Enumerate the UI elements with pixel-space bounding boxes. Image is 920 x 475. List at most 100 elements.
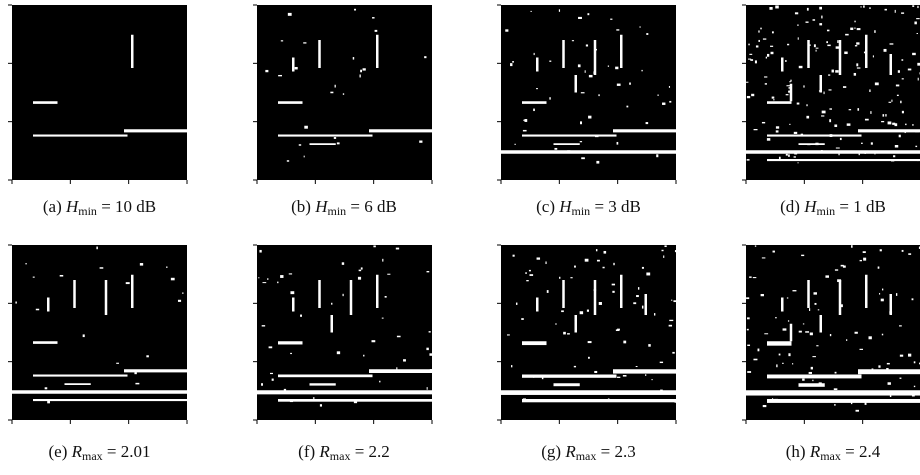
mark — [913, 385, 915, 388]
mark — [877, 266, 879, 269]
caption-symbol: R — [71, 442, 82, 461]
mark — [514, 143, 516, 145]
spectrogram — [8, 244, 188, 424]
mark — [766, 134, 861, 137]
mark — [892, 155, 895, 158]
mark — [299, 314, 302, 317]
mark — [766, 341, 791, 346]
mark — [898, 325, 902, 327]
mark — [789, 323, 792, 342]
mark — [772, 250, 775, 253]
mark — [907, 253, 911, 255]
mark — [883, 48, 887, 52]
mark — [862, 257, 866, 261]
mark — [818, 6, 822, 10]
mark — [271, 378, 274, 381]
mark — [574, 75, 577, 93]
mark — [759, 27, 762, 30]
mark — [635, 366, 638, 368]
mark — [766, 159, 920, 162]
mark — [837, 153, 840, 156]
mark — [896, 94, 899, 97]
mark — [616, 141, 619, 145]
mark — [368, 129, 432, 133]
mark — [372, 245, 376, 248]
mark — [815, 345, 819, 347]
mark — [916, 32, 918, 35]
panel: (d) Hmin = 1 dB — [726, 0, 920, 230]
mark — [840, 264, 844, 267]
mark — [880, 298, 884, 302]
image — [497, 4, 677, 184]
mark — [182, 292, 184, 294]
mark — [318, 60, 320, 63]
mark — [868, 336, 872, 340]
caption-label: (g) — [541, 442, 562, 461]
mark — [291, 297, 294, 312]
mark — [749, 59, 753, 61]
mark — [775, 364, 778, 368]
panel: (g) Rmax = 2.3 — [481, 240, 681, 470]
mark — [757, 30, 760, 33]
mark — [829, 333, 831, 337]
mark — [258, 249, 262, 253]
mark — [554, 147, 558, 150]
mark — [770, 51, 773, 55]
mark — [804, 331, 809, 333]
image — [741, 244, 920, 424]
mark — [501, 390, 676, 395]
image — [497, 244, 679, 424]
mark — [873, 30, 876, 33]
mark — [44, 387, 48, 390]
mark — [593, 289, 597, 291]
mark — [760, 293, 764, 297]
mark — [808, 371, 812, 374]
mark — [124, 369, 187, 373]
panel: (h) Rmax = 2.4 — [726, 240, 920, 470]
mark — [264, 69, 268, 73]
mark — [836, 279, 841, 283]
mark — [864, 274, 867, 308]
mark — [853, 20, 856, 23]
mark — [796, 24, 799, 26]
mark — [603, 250, 607, 254]
mark — [587, 341, 592, 344]
mark — [587, 13, 590, 16]
mark — [786, 43, 789, 46]
mark — [787, 353, 791, 357]
mark — [772, 99, 775, 101]
caption-subscript: max — [82, 449, 103, 463]
mark — [882, 114, 884, 117]
mark — [766, 53, 769, 57]
mark — [827, 89, 832, 91]
mark — [396, 335, 401, 338]
panel: (b) Hmin = 6 dB — [237, 0, 437, 230]
mark — [809, 332, 813, 336]
mark — [553, 383, 580, 387]
mark — [672, 351, 675, 354]
mark — [873, 151, 876, 155]
mark — [855, 409, 859, 412]
mark — [375, 34, 378, 68]
mark — [823, 91, 825, 95]
caption: (g) Rmax = 2.3 — [469, 442, 709, 464]
mark — [125, 282, 130, 285]
mark — [826, 44, 831, 47]
mark — [806, 143, 810, 146]
mark — [260, 383, 263, 386]
mark — [863, 51, 867, 54]
mark — [580, 92, 585, 94]
mark — [636, 295, 639, 298]
mark — [594, 48, 597, 51]
mark — [900, 59, 903, 61]
caption-symbol: H — [559, 197, 572, 216]
mark — [25, 263, 27, 265]
mark — [813, 44, 816, 48]
mark — [280, 40, 283, 42]
mark — [858, 152, 860, 156]
caption-subscript: max — [329, 449, 351, 463]
mark — [827, 74, 830, 76]
mark — [874, 82, 879, 86]
mark — [800, 133, 803, 136]
caption-subscript: min — [327, 204, 347, 218]
